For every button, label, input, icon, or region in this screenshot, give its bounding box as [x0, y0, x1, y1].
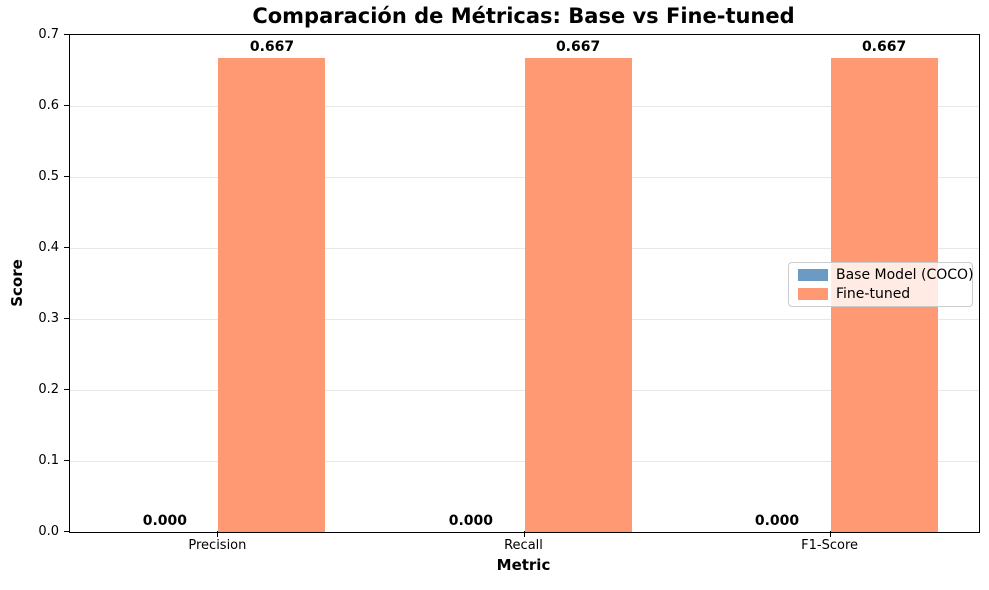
legend-label-fine-tuned: Fine-tuned — [836, 286, 911, 302]
x-tick-label-recall: Recall — [504, 538, 543, 553]
legend-label-base-model-coco: Base Model (COCO) — [836, 267, 974, 283]
chart-title: Comparación de Métricas: Base vs Fine-tu… — [252, 4, 795, 28]
legend-swatch-base-model-coco — [798, 269, 828, 281]
bar-value-label-base-model-coco-precision: 0.000 — [142, 513, 188, 529]
y-tick-label: 0.0 — [38, 523, 59, 539]
y-tick-label: 0.1 — [38, 452, 59, 468]
y-tick-mark — [64, 531, 70, 532]
y-tick-label: 0.2 — [38, 381, 59, 397]
y-tick-mark — [64, 176, 70, 177]
y-tick-label: 0.6 — [38, 97, 59, 113]
y-tick-mark — [64, 105, 70, 106]
bar-fine-tuned-recall — [524, 58, 632, 532]
y-axis-label: Score — [8, 259, 26, 307]
legend-swatch-fine-tuned — [798, 288, 828, 300]
y-tick-mark — [64, 389, 70, 390]
bar-value-label-fine-tuned-precision: 0.667 — [249, 39, 295, 56]
y-tick-label: 0.3 — [38, 310, 59, 326]
x-tick-mark — [523, 531, 525, 537]
legend: Base Model (COCO) Fine-tuned — [788, 262, 974, 307]
bar-value-label-base-model-coco-recall: 0.000 — [448, 513, 494, 529]
y-tick-label: 0.5 — [38, 168, 59, 184]
legend-entry-base-model-coco: Base Model (COCO) — [798, 267, 974, 283]
x-tick-label-precision: Precision — [188, 538, 247, 553]
bar-value-label-base-model-coco-f1-score: 0.000 — [754, 513, 800, 529]
bar-value-label-fine-tuned-f1-score: 0.667 — [861, 39, 907, 56]
x-tick-mark — [217, 531, 219, 537]
y-tick-label: 0.4 — [38, 239, 59, 255]
x-tick-mark — [829, 531, 831, 537]
y-tick-label: 0.7 — [38, 26, 59, 42]
x-tick-label-f1-score: F1-Score — [801, 538, 859, 553]
y-tick-mark — [64, 247, 70, 248]
y-tick-mark — [64, 318, 70, 319]
x-axis-label: Metric — [496, 556, 551, 574]
y-tick-mark — [64, 34, 70, 35]
legend-entry-fine-tuned: Fine-tuned — [798, 286, 963, 302]
bar-fine-tuned-precision — [218, 58, 326, 532]
y-tick-mark — [64, 460, 70, 461]
bar-value-label-fine-tuned-recall: 0.667 — [555, 39, 601, 56]
